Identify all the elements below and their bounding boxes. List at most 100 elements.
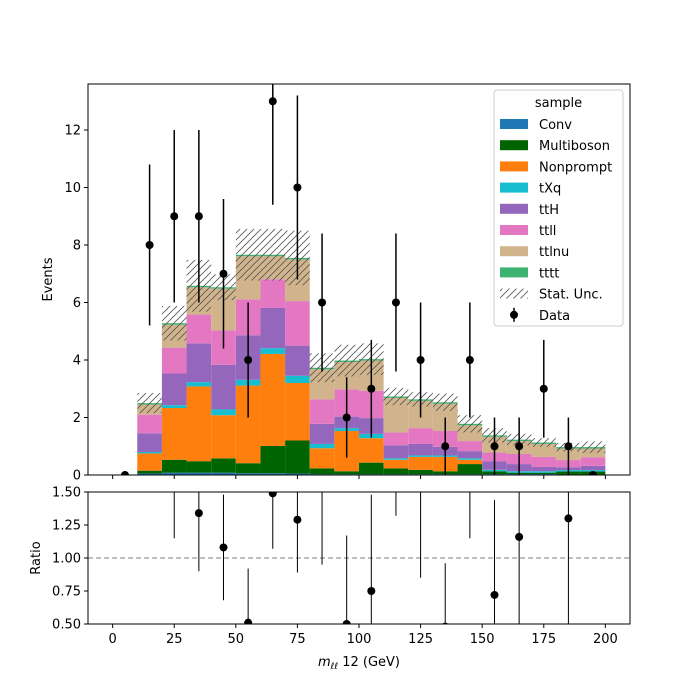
stat-unc-band (580, 441, 606, 453)
bar-conv (186, 472, 212, 475)
bar-tth (457, 451, 483, 459)
stat-unc-band (383, 387, 409, 406)
data-point (170, 212, 179, 221)
data-point (465, 356, 474, 364)
bar-ttll (260, 279, 286, 308)
bar-nonprompt (309, 448, 335, 469)
data-point (391, 298, 400, 307)
bar-conv (137, 473, 162, 475)
data-point (268, 97, 277, 106)
data-point (416, 356, 425, 364)
bar-multiboson (531, 472, 557, 475)
x-tick-label: 50 (228, 632, 245, 647)
data-point (219, 269, 228, 278)
y-tick-label: 0.50 (52, 618, 81, 633)
bar-ttll (531, 456, 557, 467)
bar-multiboson (334, 471, 359, 475)
x-tick-label: 150 (470, 632, 495, 647)
ratio-point (318, 475, 326, 483)
bar-txq (161, 405, 187, 409)
stat-unc-band (161, 305, 187, 341)
bar-ttll (285, 301, 310, 346)
bar-ttll (309, 399, 335, 424)
ratio-point (268, 492, 277, 498)
bar-multiboson (285, 440, 310, 474)
bar-tth (161, 373, 187, 406)
legend-label-conv: Conv (539, 118, 572, 133)
data-points (120, 84, 598, 475)
bar-multiboson (186, 461, 212, 473)
legend-swatch-tth (500, 203, 528, 214)
legend-label-nonprompt: Nonprompt (539, 160, 612, 175)
stat-unc-band (432, 393, 458, 411)
legend-label-ttll: ttll (539, 224, 556, 239)
bar-nonprompt (408, 456, 433, 470)
bar-txq (285, 375, 310, 383)
legend-data-marker (510, 310, 518, 319)
bar-nonprompt (137, 453, 162, 471)
bar-nonprompt (457, 459, 483, 465)
legend-swatch-txq (500, 182, 528, 193)
legend-swatch-nonprompt (500, 161, 528, 172)
bar-txq (309, 443, 335, 449)
bar-nonprompt (161, 408, 187, 460)
legend-label-txq: tXq (539, 182, 561, 197)
bar-tth (211, 364, 236, 410)
data-point (194, 212, 203, 221)
data-point (145, 241, 154, 249)
legend: sample Conv Multiboson Nonprompt tXq ttH ttll t… (493, 89, 624, 327)
bar-ttll (408, 428, 433, 444)
x-tick-label: 0 (108, 632, 116, 647)
bottom-panel: 0.50 0.75 1.00 1.25 1.50 0 25 50 75 100 125 150 175… (29, 475, 631, 672)
stat-unc-band (260, 228, 286, 281)
legend-label-tth: ttH (539, 203, 559, 218)
ratio-point (342, 620, 351, 624)
bar-ttll (580, 457, 606, 466)
series-multiboson (137, 440, 606, 475)
bar-nonprompt (383, 459, 409, 469)
top-x-tick-marks (112, 475, 606, 479)
bar-multiboson (457, 464, 483, 475)
bar-tth (383, 445, 409, 459)
bottom-y-axis-label: Ratio (29, 541, 44, 574)
x-tick-label: 25 (166, 632, 183, 647)
y-tick-label: 1.00 (52, 552, 81, 567)
data-point (564, 442, 573, 451)
stat-unc-band (235, 228, 261, 281)
data-point (539, 384, 548, 393)
legend-swatch-tttt (500, 267, 528, 278)
bar-conv (260, 473, 286, 475)
bar-nonprompt (211, 415, 236, 459)
bar-ttll (186, 314, 212, 344)
ratio-point (219, 543, 228, 552)
legend-swatch-conv (500, 119, 528, 129)
legend-label-data: Data (539, 309, 570, 324)
data-point (318, 298, 327, 307)
bar-txq (383, 458, 409, 460)
top-y-axis: 0 2 4 6 8 10 12 (64, 124, 88, 484)
bar-multiboson (383, 468, 409, 475)
legend-swatch-stat-unc (500, 288, 528, 299)
data-point (293, 183, 302, 192)
ratio-point (293, 515, 302, 524)
bar-txq (408, 455, 433, 457)
legend-label-tttt: tttt (539, 266, 559, 281)
y-tick-label: 12 (64, 124, 81, 139)
stat-unc-band (531, 438, 557, 447)
stat-unc-band (457, 415, 483, 433)
data-point (515, 442, 524, 451)
bar-txq (531, 471, 557, 473)
x-tick-label: 200 (593, 632, 618, 647)
x-axis-label: mℓℓ 12 (GeV) (318, 655, 400, 672)
ratio-point (515, 532, 524, 541)
bar-ttll (457, 441, 483, 452)
bar-multiboson (309, 468, 335, 475)
bar-txq (580, 470, 606, 472)
y-tick-label: 6 (73, 296, 81, 311)
bar-txq (211, 409, 236, 416)
bottom-y-axis: 0.50 0.75 1.00 1.25 1.50 (52, 486, 88, 633)
y-tick-label: 1.50 (52, 486, 81, 501)
bar-tth (531, 466, 557, 472)
stat-unc-band (334, 344, 359, 377)
bar-multiboson (161, 459, 187, 473)
